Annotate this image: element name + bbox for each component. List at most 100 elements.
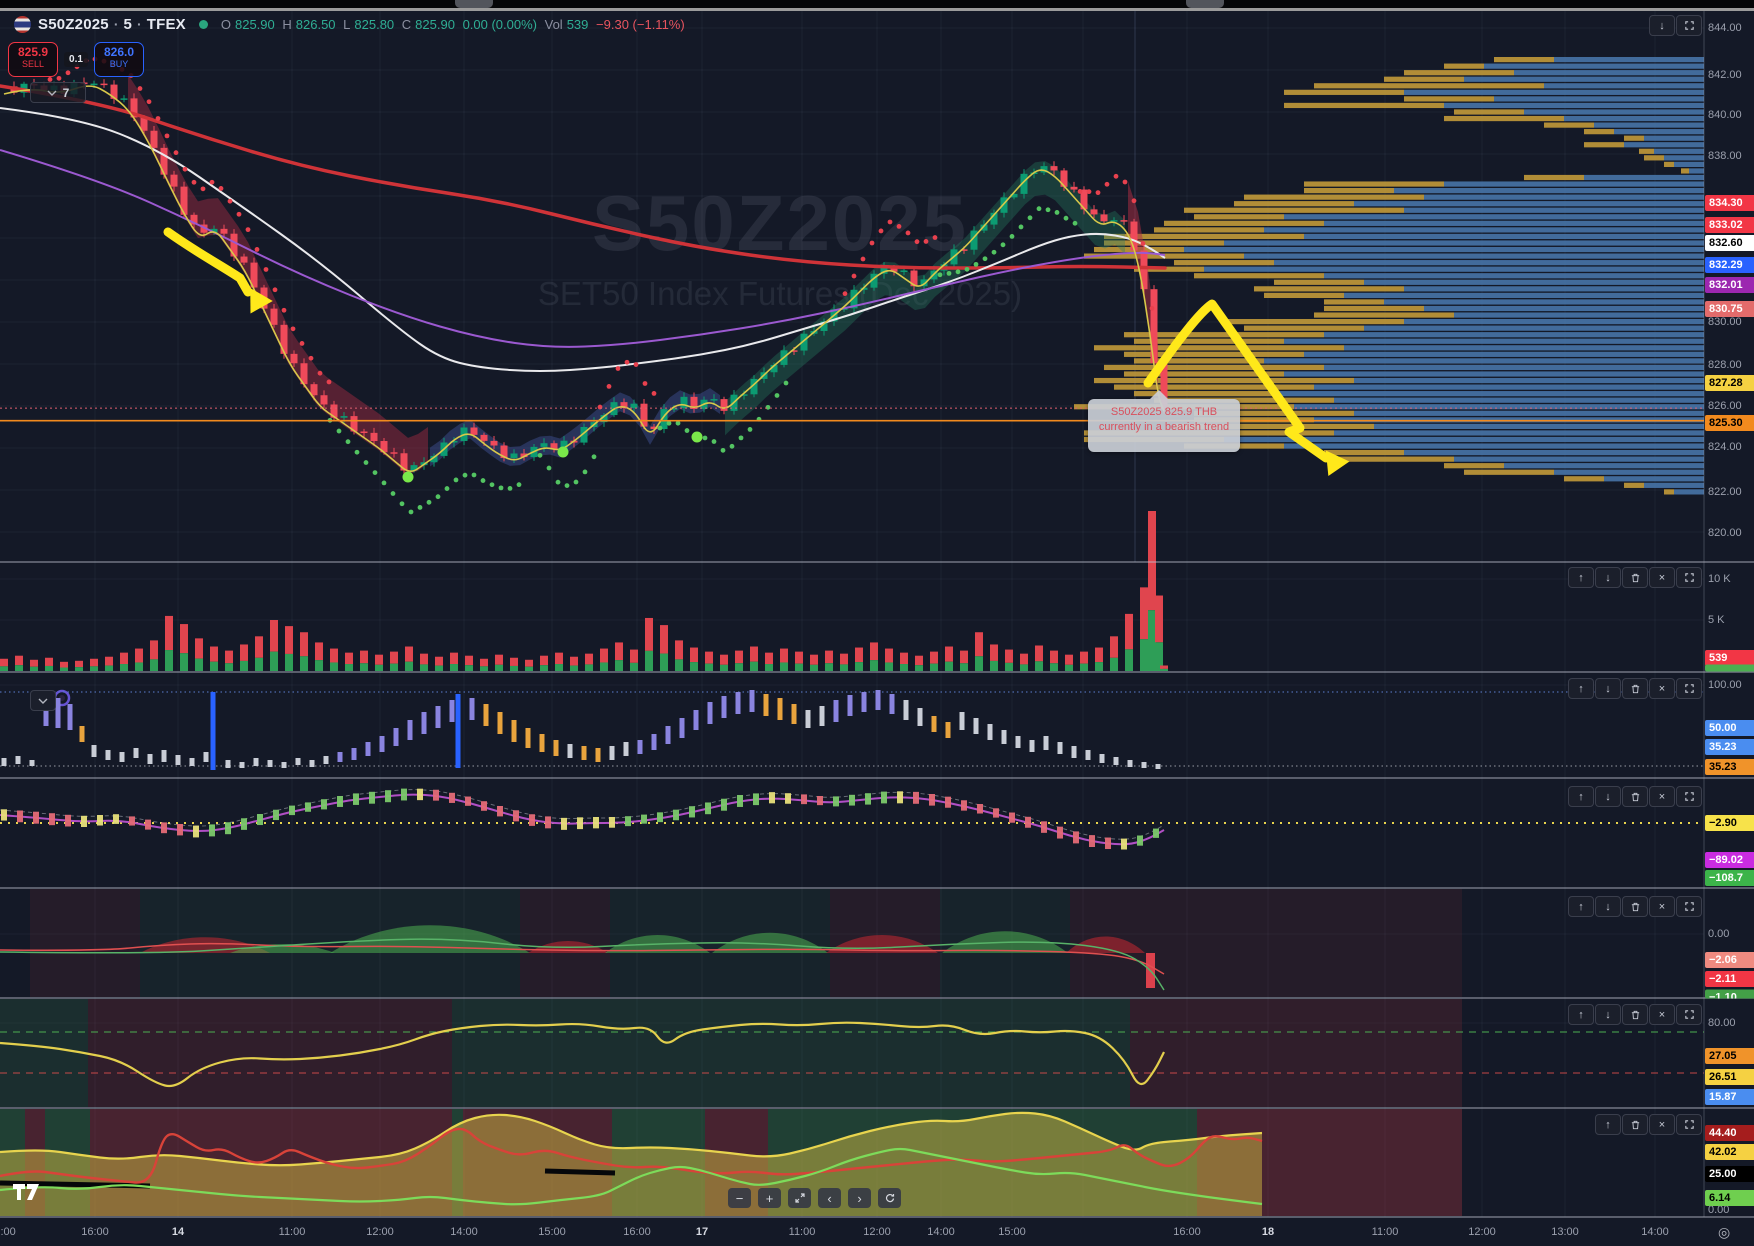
time-label[interactable]: 16:00 bbox=[623, 1226, 651, 1238]
price-badge: −1.10 bbox=[1705, 989, 1754, 999]
time-label[interactable]: 12:00 bbox=[366, 1226, 394, 1238]
pane-collapse-button[interactable] bbox=[30, 690, 56, 711]
interval-label[interactable]: 5 bbox=[123, 15, 133, 33]
trade-panel: 825.9 SELL 0.1 826.0 BUY bbox=[8, 42, 144, 77]
buy-button[interactable]: 826.0 BUY bbox=[94, 42, 144, 77]
low-value: 825.80 bbox=[354, 16, 395, 32]
pane-maximize-button[interactable] bbox=[1676, 678, 1702, 699]
time-label[interactable]: 11:00 bbox=[278, 1226, 306, 1238]
pane-close-button[interactable]: × bbox=[1649, 896, 1675, 917]
spread-value: 0.1 bbox=[64, 52, 88, 67]
tooltip-trend-text: currently in a bearish trend bbox=[1098, 421, 1230, 433]
close-value: 825.90 bbox=[415, 16, 455, 32]
pane-close-button[interactable]: × bbox=[1649, 678, 1675, 699]
zoom-in-button[interactable]: + bbox=[758, 1188, 781, 1208]
pane-close-button[interactable]: × bbox=[1649, 567, 1675, 588]
pane-delete-button[interactable] bbox=[1622, 896, 1648, 917]
time-label[interactable]: 12:00 bbox=[1468, 1226, 1496, 1238]
axis-tick-label: 844.00 bbox=[1708, 22, 1742, 34]
pane-maximize-button[interactable] bbox=[1676, 567, 1702, 588]
moving-averages-layer bbox=[0, 84, 1167, 473]
pane-move-down-button[interactable]: ↓ bbox=[1595, 786, 1621, 807]
timezone-settings-icon[interactable]: ◎ bbox=[1718, 1224, 1731, 1240]
axis-tick-label: 100.00 bbox=[1708, 679, 1742, 691]
price-badge: −2.90 bbox=[1705, 815, 1754, 831]
pane-maximize-button[interactable] bbox=[1676, 786, 1702, 807]
pane-close-button[interactable]: × bbox=[1649, 1004, 1675, 1025]
pane-close-button[interactable]: × bbox=[1649, 786, 1675, 807]
time-label[interactable]: 14:00 bbox=[450, 1226, 478, 1238]
time-label[interactable]: 15:00 bbox=[998, 1226, 1026, 1238]
scroll-right-button[interactable]: › bbox=[848, 1188, 871, 1208]
time-label[interactable]: 13:00 bbox=[1551, 1226, 1579, 1238]
axis-tick-label: 842.00 bbox=[1708, 69, 1742, 81]
pane-move-up-button[interactable]: ↑ bbox=[1568, 896, 1594, 917]
pane-delete-button[interactable] bbox=[1622, 678, 1648, 699]
pane-move-up-button[interactable]: ↑ bbox=[1595, 1114, 1621, 1135]
pane-move-down-button[interactable]: ↓ bbox=[1649, 15, 1675, 36]
price-badge: 832.29 bbox=[1705, 257, 1754, 273]
price-lines-layer bbox=[0, 407, 1704, 422]
pane-delete-button[interactable] bbox=[1622, 1114, 1648, 1135]
time-label[interactable]: 16:00 bbox=[1173, 1226, 1201, 1238]
price-badge: 539 bbox=[1705, 650, 1754, 666]
open-value: 825.90 bbox=[234, 16, 275, 32]
symbol-name[interactable]: S50Z2025 bbox=[38, 15, 109, 33]
symbol-legend[interactable]: S50Z2025 · 5 · TFEX O 825.90 H 826.50 L 825… bbox=[14, 15, 689, 33]
axis-tick-label: 0.00 bbox=[1708, 1204, 1730, 1216]
reset-view-button[interactable] bbox=[878, 1188, 901, 1208]
scroll-left-button[interactable]: ‹ bbox=[818, 1188, 841, 1208]
pane2-layer bbox=[0, 690, 1704, 770]
pane-move-down-button[interactable]: ↓ bbox=[1595, 678, 1621, 699]
exchange-label[interactable]: TFEX bbox=[146, 15, 186, 33]
pane4-layer bbox=[0, 889, 1462, 997]
time-label-day[interactable]: 17 bbox=[695, 1226, 709, 1238]
price-badge: 42.02 bbox=[1705, 1144, 1754, 1160]
pane-maximize-button[interactable] bbox=[1676, 1004, 1702, 1025]
pane-delete-button[interactable] bbox=[1622, 1004, 1648, 1025]
pane-move-down-button[interactable]: ↓ bbox=[1595, 1004, 1621, 1025]
price-badge: −89.02 bbox=[1705, 852, 1754, 868]
price-badge: 825.30 bbox=[1705, 415, 1754, 431]
top-strip bbox=[0, 0, 1754, 8]
pane-delete-button[interactable] bbox=[1622, 786, 1648, 807]
pane3-layer bbox=[0, 788, 1704, 850]
price-badge: −2.11 bbox=[1705, 971, 1754, 987]
chevron-down-icon bbox=[47, 90, 57, 96]
pane-move-up-button[interactable]: ↑ bbox=[1568, 567, 1594, 588]
trend-tooltip: S50Z2025 825.9 THB currently in a bearis… bbox=[1088, 390, 1240, 452]
time-label[interactable]: 16:00 bbox=[81, 1226, 109, 1238]
pane-maximize-button[interactable] bbox=[1676, 1114, 1702, 1135]
pane-move-up-button[interactable]: ↑ bbox=[1568, 1004, 1594, 1025]
expand-button[interactable] bbox=[788, 1188, 811, 1208]
pane-delete-button[interactable] bbox=[1622, 567, 1648, 588]
expand-icon bbox=[794, 1193, 805, 1203]
time-label[interactable]: 14:00 bbox=[927, 1226, 955, 1238]
pane-move-up-button[interactable]: ↑ bbox=[1568, 678, 1594, 699]
zoom-out-button[interactable]: − bbox=[728, 1188, 751, 1208]
ohlc-row: O 825.90 H 826.50 L 825.80 C 825.90 0.00 (0.… bbox=[220, 16, 685, 32]
time-label[interactable]: 12:00 bbox=[863, 1226, 891, 1238]
pane-move-down-button[interactable]: ↓ bbox=[1595, 567, 1621, 588]
sell-button[interactable]: 825.9 SELL bbox=[8, 42, 58, 77]
pane-maximize-button[interactable] bbox=[1676, 896, 1702, 917]
time-label[interactable]: 15:00 bbox=[0, 1226, 16, 1238]
price-badge: 832.01 bbox=[1705, 277, 1754, 293]
price-badge: −108.7 bbox=[1705, 870, 1754, 886]
time-label[interactable]: 15:00 bbox=[538, 1226, 566, 1238]
pane-move-up-button[interactable]: ↑ bbox=[1568, 786, 1594, 807]
axis-tick-label: 0.00 bbox=[1708, 928, 1730, 940]
price-badge: 827.28 bbox=[1705, 375, 1754, 391]
pane-move-down-button[interactable]: ↓ bbox=[1595, 896, 1621, 917]
time-label-day[interactable]: 18 bbox=[1261, 1226, 1275, 1238]
collapsed-indicators-widget[interactable]: 7 bbox=[30, 82, 86, 103]
time-label[interactable]: 14:00 bbox=[1641, 1226, 1669, 1238]
time-label-day[interactable]: 14 bbox=[171, 1226, 185, 1238]
pane-close-button[interactable]: × bbox=[1649, 1114, 1675, 1135]
time-label[interactable]: 11:00 bbox=[1371, 1226, 1399, 1238]
time-label[interactable]: 11:00 bbox=[788, 1226, 816, 1238]
price-badge: −2.06 bbox=[1705, 952, 1754, 968]
tradingview-logo[interactable] bbox=[12, 1183, 42, 1201]
pane-maximize-button[interactable] bbox=[1676, 15, 1702, 36]
